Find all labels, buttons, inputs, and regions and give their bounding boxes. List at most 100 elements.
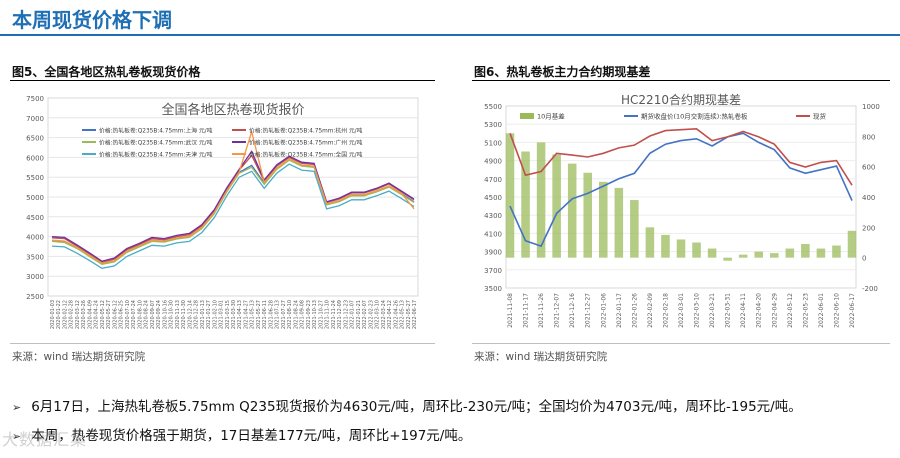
y-right-tick-label: 800: [862, 133, 875, 141]
x-tick-label: 2022-04-20: [756, 293, 763, 328]
chart-title: HC2210合约期现基差: [621, 92, 741, 107]
basis-bar: [723, 257, 732, 261]
basis-bar: [738, 254, 748, 258]
x-tick-label: 2020-05-12: [100, 300, 106, 329]
x-tick-label: 2021-11-26: [538, 293, 545, 328]
y-left-tick-label: 3500: [484, 285, 502, 293]
y-left-tick-label: 4300: [484, 212, 502, 220]
x-tick-label: 2020-09-24: [156, 300, 162, 329]
figure-6-source-rule: [472, 343, 890, 344]
y-tick-label: 2500: [26, 293, 44, 301]
x-tick-label: 2021-09-08: [300, 300, 306, 329]
y-right-tick-label: 0: [862, 255, 866, 263]
x-tick-label: 2021-10-13: [312, 300, 318, 329]
x-tick-label: 2022-03-21: [709, 293, 716, 328]
figure-5-caption-rule: [10, 80, 435, 81]
y-left-tick-label: 4900: [484, 158, 502, 166]
x-tick-label: 2021-03-01: [219, 300, 225, 329]
basis-bar: [567, 163, 577, 258]
legend-entry: 价格:热轧板卷:Q235B:4.75mm:天津 元/吨: [99, 151, 213, 159]
x-tick-label: 2022-03-24: [381, 300, 387, 329]
bullet-1-text: 6月17日，上海热轧卷板5.75mm Q235现货报价为4630元/吨，周环比-…: [31, 399, 802, 415]
x-tick-label: 2021-10-27: [318, 300, 324, 329]
figure-6-chart: HC2210合约期现基差 3500 3700 3900 4100 4300 4500 4700…: [472, 88, 890, 340]
y-left-tick-label: 5500: [484, 103, 502, 111]
x-tick-label: 2021-05-13: [250, 300, 256, 329]
x-tick-label: 2020-07-24: [131, 300, 137, 329]
x-tick-label: 2020-10-16: [162, 300, 168, 329]
x-tick-label: 2021-07-13: [275, 300, 281, 329]
x-tick-label: 2022-03-31: [725, 293, 732, 328]
figure-5-source-rule: [10, 343, 435, 344]
y-left-tick-label: 4700: [484, 176, 502, 184]
basis-bar: [583, 172, 593, 258]
x-tick-label: 2022-02-23: [368, 300, 374, 329]
legend-entry: 10月基差: [537, 112, 565, 121]
legend-entry: 价格:热轧板卷:Q235B:4.75mm:全国 元/吨: [249, 151, 363, 159]
basis-bar: [769, 253, 779, 258]
y-left-tick-label: 5300: [484, 121, 502, 129]
y-right-tick-label: 1000: [862, 103, 880, 111]
y-tick-label: 7000: [26, 115, 44, 123]
x-tick-label: 2020-06-25: [119, 300, 125, 329]
x-tick-label: 2022-06-10: [833, 293, 840, 328]
y-left-tick-label: 3700: [484, 267, 502, 275]
figure-6-caption-rule: [472, 80, 890, 81]
legend-entry: 价格:热轧板卷:Q235B:4.75mm:杭州 元/吨: [249, 127, 363, 135]
x-tick-label: 2022-02-09: [647, 293, 654, 328]
x-tick-label: 2022-05-23: [802, 293, 809, 328]
figure-5-source: 来源：wind 瑞达期货研究院: [12, 351, 146, 363]
legend-entry: 现货: [813, 112, 827, 121]
series-line-0: [509, 132, 853, 248]
x-tick-label: 2020-02-28: [69, 300, 75, 329]
series-line-4: [51, 163, 415, 269]
x-tick-label: 2021-02-10: [212, 300, 218, 329]
x-tick-label: 2020-01-22: [56, 300, 62, 329]
x-tick-label: 2020-09-07: [150, 300, 156, 329]
y-right-tick-label: -200: [862, 285, 878, 293]
x-tick-label: 2020-08-24: [144, 300, 150, 329]
x-tick-label: 2020-04-24: [94, 300, 100, 329]
x-tick-label: 2022-01-26: [631, 293, 638, 328]
basis-bar: [552, 154, 561, 258]
x-tick-label: 2021-08-24: [293, 300, 299, 329]
x-tick-label: 2020-11-13: [175, 300, 181, 329]
x-tick-label: 2022-01-21: [356, 300, 362, 329]
bullet-1: ➢ 6月17日，上海热轧卷板5.75mm Q235现货报价为4630元/吨，周环比…: [12, 395, 802, 415]
y-left-tick-label: 4500: [484, 194, 502, 202]
bullet-2: ➢ 本周，热卷现货价格强于期货，17日基差177元/吨，周环比+197元/吨。: [12, 424, 471, 444]
series-line-5: [51, 129, 415, 264]
x-tick-label: 2021-04-13: [237, 300, 243, 329]
y-tick-label: 7500: [26, 95, 44, 103]
x-tick-label: 2020-08-10: [137, 300, 143, 329]
x-tick-label: 2021-01-13: [200, 300, 206, 329]
x-tick-label: 2021-03-30: [231, 300, 237, 329]
figure-5-caption: 图5、全国各地区热轧卷板现货价格: [12, 65, 201, 79]
y-right-tick-label: 200: [862, 224, 875, 232]
x-tick-label: 2021-06-28: [268, 300, 274, 329]
y-left-tick-label: 4100: [484, 230, 502, 238]
x-tick-label: 2022-02-18: [662, 293, 669, 328]
x-tick-label: 2020-10-30: [169, 300, 175, 329]
x-tick-label: 2020-02-12: [62, 300, 68, 329]
x-tick-label: 2021-01-27: [206, 300, 212, 329]
legend-entry: 价格:热轧板卷:Q235B:4.75mm:武汉 元/吨: [99, 139, 213, 147]
x-tick-label: 2021-03-15: [225, 300, 231, 329]
watermark: 大数据汇集: [2, 430, 88, 449]
basis-bar: [536, 142, 546, 258]
basis-bar: [598, 181, 608, 258]
x-tick-label: 2022-04-11: [740, 293, 747, 328]
basis-bar: [692, 242, 701, 258]
x-tick-label: 2020-06-12: [112, 300, 118, 329]
x-tick-label: 2022-01-07: [350, 300, 356, 329]
basis-combo-chart: HC2210合约期现基差 3500 3700 3900 4100 4300 4500 4700…: [484, 92, 880, 328]
y-tick-label: 6000: [26, 154, 44, 162]
bullet-arrow-icon: ➢: [12, 430, 22, 443]
x-tick-label: 2022-06-17: [412, 300, 418, 329]
x-tick-label: 2022-01-06: [600, 293, 607, 328]
x-tick-label: 2021-11-10: [325, 300, 331, 329]
x-tick-label: 2021-12-27: [585, 293, 592, 328]
y-tick-label: 5000: [26, 194, 44, 202]
y-right-tick-label: 400: [862, 194, 875, 202]
basis-bar: [676, 239, 686, 258]
